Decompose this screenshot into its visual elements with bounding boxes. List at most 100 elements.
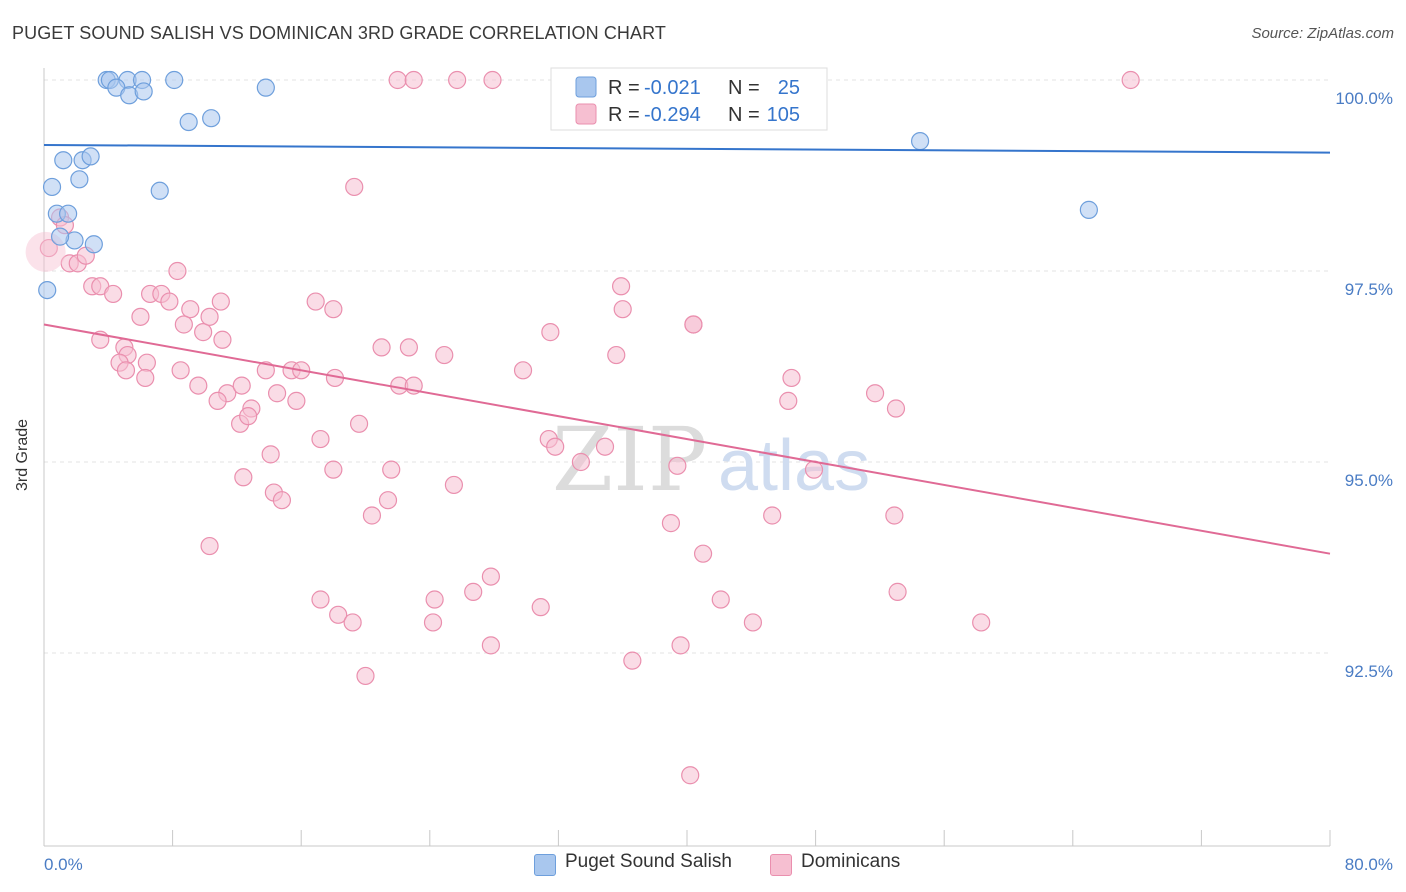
dominicans-point-38 xyxy=(137,353,156,372)
dominicans-point-21 xyxy=(181,300,200,319)
dominicans-point-40 xyxy=(171,361,190,380)
puget-sound-salish-point-13 xyxy=(81,147,100,166)
dominicans-point-41 xyxy=(256,361,275,380)
stats-legend: R = -0.021 N = 25 R = -0.294 N = 105 xyxy=(550,67,828,131)
dominicans-point-80 xyxy=(885,506,904,525)
legend-n-value-1: 25 xyxy=(778,77,800,99)
puget-sound-salish-point-9 xyxy=(179,112,198,132)
y-tick-label-1: 95.0% xyxy=(1345,471,1393,490)
puget-sound-salish-point-18 xyxy=(59,204,78,223)
dominicans-point-43 xyxy=(513,361,533,380)
dominicans-point-61 xyxy=(239,407,258,426)
dominicans-point-58 xyxy=(886,399,906,418)
puget-sound-salish-point-14 xyxy=(70,170,89,189)
dominicans-trendline xyxy=(43,323,1331,555)
dominicans-point-82 xyxy=(200,536,219,556)
dominicans-point-18 xyxy=(211,292,230,311)
grid-lines xyxy=(44,79,1330,654)
dominicans-point-100 xyxy=(681,766,700,785)
dominicans-point-77 xyxy=(378,491,398,510)
watermark-atlas: atlas xyxy=(718,426,870,506)
dominicans-point-56 xyxy=(779,391,798,410)
source-label: Source: ZipAtlas.com xyxy=(1251,25,1394,42)
y-tick-label-3: 100.0% xyxy=(1335,89,1393,108)
dominicans-point-87 xyxy=(464,582,483,601)
dominicans-point-22 xyxy=(324,300,343,319)
dominicans-point-23 xyxy=(174,315,193,334)
dominicans-point-44 xyxy=(116,361,136,380)
bottom-legend-label-blue: Puget Sound Salish xyxy=(565,851,732,872)
dominicans-point-84 xyxy=(481,567,500,586)
puget-sound-salish-point-16 xyxy=(150,181,169,200)
puget-sound-salish-point-24 xyxy=(50,227,70,246)
dominicans-point-65 xyxy=(546,437,565,456)
dominicans-point-74 xyxy=(444,475,464,495)
dominicans-point-91 xyxy=(531,598,550,617)
dominicans-point-63 xyxy=(311,429,330,449)
dominicans-point-62 xyxy=(349,414,369,433)
dominicans-point-33 xyxy=(372,338,391,357)
dominicans-point-29 xyxy=(613,300,632,319)
dominicans-point-2 xyxy=(448,70,467,90)
dominicans-point-53 xyxy=(287,391,306,410)
legend-r-label-1: R = xyxy=(608,77,640,99)
dominicans-point-4 xyxy=(1121,70,1140,90)
legend-r-value-2: -0.294 xyxy=(644,104,701,126)
legend-n-value-2: 105 xyxy=(767,104,800,126)
puget-sound-salish-point-8 xyxy=(256,78,275,97)
bottom-legend-label-pink: Dominicans xyxy=(801,851,901,872)
dominicans-point-36 xyxy=(607,345,626,365)
dominicans-point-67 xyxy=(261,445,280,464)
dominicans-point-25 xyxy=(200,307,219,326)
dominicans-point-54 xyxy=(208,391,227,410)
x-tick-label-max: 80.0% xyxy=(1345,855,1393,874)
bottom-legend-swatch-blue xyxy=(534,854,556,876)
dominicans-point-28 xyxy=(611,277,631,296)
puget-sound-salish-point-21 xyxy=(38,281,57,300)
dominicans-point-51 xyxy=(232,376,251,395)
dominicans-point-12 xyxy=(168,261,187,281)
dominicans-point-0 xyxy=(388,70,407,90)
dominicans-point-85 xyxy=(711,590,730,609)
y-tick-label-2: 97.5% xyxy=(1345,280,1393,299)
puget-sound-salish-point-20 xyxy=(84,235,103,254)
dominicans-point-88 xyxy=(329,605,348,624)
dominicans-point-35 xyxy=(435,345,454,365)
puget-sound-salish-points xyxy=(38,70,1098,300)
dominicans-point-46 xyxy=(136,368,155,388)
puget-sound-salish-point-15 xyxy=(42,177,62,197)
dominicans-point-89 xyxy=(888,582,907,601)
dominicans-point-57 xyxy=(865,384,885,403)
puget-sound-salish-point-10 xyxy=(202,109,221,128)
dominicans-point-90 xyxy=(311,590,330,609)
puget-sound-salish-point-23 xyxy=(1079,200,1098,219)
legend-n-label-2: N = xyxy=(728,104,760,126)
dominicans-point-81 xyxy=(661,514,681,533)
dominicans-point-34 xyxy=(399,338,419,357)
dominicans-point-71 xyxy=(668,456,687,475)
dominicans-point-101 xyxy=(684,315,703,334)
dominicans-point-96 xyxy=(972,613,991,632)
dominicans-point-83 xyxy=(693,544,713,563)
dominicans-point-76 xyxy=(272,491,292,510)
dominicans-point-95 xyxy=(743,613,763,632)
dominicans-point-97 xyxy=(481,636,500,655)
legend-r-label-2: R = xyxy=(608,104,640,126)
dominicans-point-19 xyxy=(306,292,325,311)
dominicans-point-92 xyxy=(423,613,443,632)
dominicans-point-20 xyxy=(160,292,179,311)
puget-sound-salish-point-11 xyxy=(54,151,73,170)
y-tick-label-0: 92.5% xyxy=(1345,662,1393,681)
dominicans-point-79 xyxy=(763,506,782,525)
axes xyxy=(43,68,1331,847)
dominicans-point-103 xyxy=(131,307,150,326)
y-tick-labels: 92.5% 95.0% 97.5% 100.0% xyxy=(1335,89,1393,681)
stats-legend-box xyxy=(550,67,828,131)
dominicans-point-86 xyxy=(425,590,444,609)
legend-swatch-pink xyxy=(575,103,597,125)
dominicans-point-78 xyxy=(362,506,382,525)
legend-r-value-1: -0.021 xyxy=(644,77,701,99)
legend-n-label-1: N = xyxy=(728,77,760,99)
x-tick-label-min: 0.0% xyxy=(44,855,83,874)
